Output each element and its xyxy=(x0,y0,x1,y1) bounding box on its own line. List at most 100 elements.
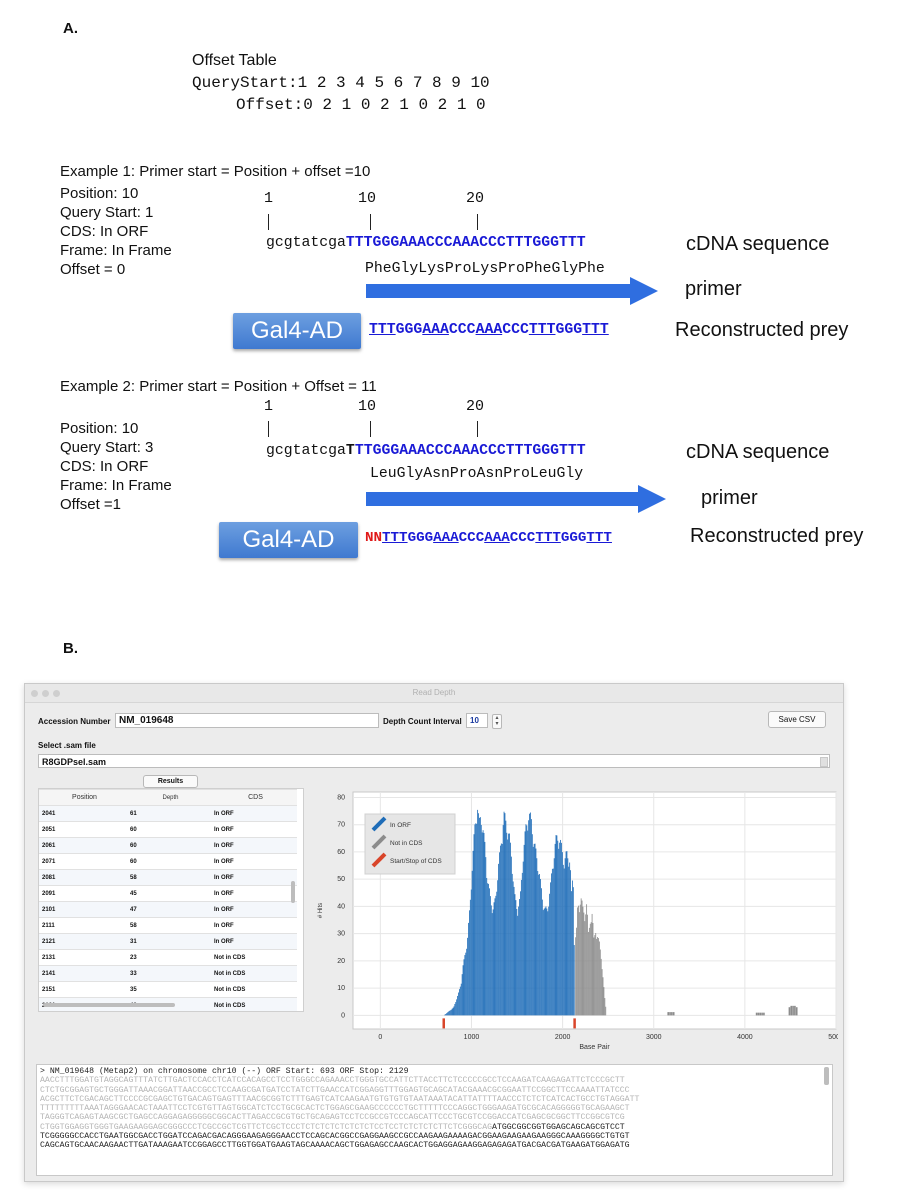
interval-stepper[interactable]: ▴ ▾ xyxy=(492,714,502,729)
save-csv-button[interactable]: Save CSV xyxy=(768,711,826,728)
cell-depth: 60 xyxy=(127,821,211,838)
bar xyxy=(759,1012,762,1016)
bar xyxy=(531,834,533,1016)
table-row[interactable]: 2081 58 In ORF xyxy=(39,869,297,886)
bar xyxy=(499,852,500,1016)
bar xyxy=(481,832,483,1016)
bar xyxy=(599,949,601,1016)
y-tick-label: 0 xyxy=(341,1012,345,1019)
bar xyxy=(456,999,458,1016)
ruler-20: 20 xyxy=(466,398,485,415)
bar xyxy=(503,811,505,1016)
codon: TTT xyxy=(369,322,396,338)
ruler-tick xyxy=(268,421,269,437)
example2-prey-label: Reconstructed prey xyxy=(690,525,864,547)
bar xyxy=(755,1012,758,1016)
bar xyxy=(534,843,536,1016)
results-tab[interactable]: Results xyxy=(143,775,198,788)
cell-cds: In ORF xyxy=(211,805,297,822)
table-row[interactable]: 2151 35 Not in CDS xyxy=(39,981,297,998)
sequence-scrollbar-thumb[interactable] xyxy=(824,1067,829,1085)
bar xyxy=(478,813,479,1016)
cell-position: 2131 xyxy=(39,949,127,966)
bar xyxy=(451,1008,453,1016)
window-title: Read Depth xyxy=(412,688,456,697)
table-row[interactable]: 2101 47 In ORF xyxy=(39,901,297,918)
query-start-label: QueryStart: xyxy=(192,74,298,92)
codon: TTT xyxy=(535,530,561,546)
table-hscrollbar-thumb[interactable] xyxy=(43,1003,175,1007)
bar xyxy=(533,843,535,1016)
table-row[interactable]: 2131 23 Not in CDS xyxy=(39,949,297,966)
example2-cdna-sequence: gcgtatcgaTTTGGGAAACCCAAACCCTTTGGGTTT xyxy=(266,443,586,459)
bar xyxy=(519,899,520,1016)
bar xyxy=(592,922,594,1016)
bar xyxy=(530,819,532,1016)
sam-file-select[interactable]: R8GDPsel.sam xyxy=(38,754,830,768)
table-row[interactable]: 2091 45 In ORF xyxy=(39,885,297,902)
bar xyxy=(459,986,461,1016)
cell-cds: Not in CDS xyxy=(211,981,297,998)
table-row[interactable]: 2071 60 In ORF xyxy=(39,853,297,870)
ruler-tick xyxy=(268,214,269,230)
bar xyxy=(525,824,527,1016)
bar xyxy=(500,843,502,1016)
sequence-line: ACGCTTCTCGACAGCTTCCCCGCGAGCTGTGACAGTGAGT… xyxy=(40,1094,640,1104)
arrow-head-icon xyxy=(630,277,658,305)
minimize-icon[interactable] xyxy=(42,690,49,697)
bar xyxy=(489,896,491,1016)
cell-position: 2111 xyxy=(39,917,127,934)
y-axis-label: # Hits xyxy=(318,903,324,918)
col-header-position[interactable]: Position xyxy=(39,789,127,806)
depth-interval-input[interactable]: 10 xyxy=(466,713,488,728)
codon: GGG xyxy=(395,322,423,338)
bar xyxy=(597,937,598,1016)
accession-input[interactable]: NM_019648 xyxy=(115,713,379,728)
bar xyxy=(536,858,538,1016)
table-row[interactable]: 2041 61 In ORF xyxy=(39,805,297,822)
example1-info: Position: 10 Query Start: 1 CDS: In ORF … xyxy=(60,184,172,279)
table-scrollbar-thumb[interactable] xyxy=(291,881,295,903)
col-header-depth[interactable]: Depth xyxy=(127,789,211,806)
example2-info-line: Frame: In Frame xyxy=(60,477,172,494)
cell-cds: In ORF xyxy=(211,853,297,870)
bar xyxy=(575,937,577,1016)
example1-info-line: CDS: In ORF xyxy=(60,223,149,240)
col-header-cds[interactable]: CDS xyxy=(211,789,297,806)
bar xyxy=(564,858,566,1016)
legend-label: In ORF xyxy=(390,822,411,829)
legend-label: Not in CDS xyxy=(390,840,423,847)
bar xyxy=(518,906,520,1016)
bar xyxy=(479,817,481,1016)
ruler-tick xyxy=(370,214,371,230)
table-row[interactable]: 2111 58 In ORF xyxy=(39,917,297,934)
select-arrow-icon[interactable] xyxy=(820,757,828,767)
bar xyxy=(567,858,569,1016)
bar xyxy=(588,931,589,1016)
seq-bold: T xyxy=(345,443,355,459)
bar xyxy=(470,889,472,1016)
start-stop-marker xyxy=(573,1018,576,1029)
maximize-icon[interactable] xyxy=(53,690,60,697)
bar xyxy=(551,868,553,1016)
bar xyxy=(583,912,585,1016)
bar xyxy=(452,1007,454,1016)
y-tick-label: 20 xyxy=(337,958,345,965)
example1-prey-sequence: TTTGGGAAACCCAAACCCTTTGGGTTT xyxy=(369,322,609,338)
table-row[interactable]: 2051 60 In ORF xyxy=(39,821,297,838)
cell-depth: 58 xyxy=(127,917,211,934)
bar xyxy=(561,842,562,1016)
table-row[interactable]: 2121 31 In ORF xyxy=(39,933,297,950)
table-row[interactable]: 2061 60 In ORF xyxy=(39,837,297,854)
bar xyxy=(602,977,604,1016)
bar xyxy=(445,1013,447,1016)
bar xyxy=(476,823,478,1016)
sequence-textarea[interactable]: > NM_019648 (Metap2) on chromosome chr10… xyxy=(36,1064,833,1176)
gal4-ad-box: Gal4-AD xyxy=(219,522,358,558)
close-icon[interactable] xyxy=(31,690,38,697)
example1-info-line: Offset = 0 xyxy=(60,261,126,278)
bar xyxy=(516,908,518,1016)
seq-prefix: gcgtatcga xyxy=(266,443,346,459)
table-row[interactable]: 2141 33 Not in CDS xyxy=(39,965,297,982)
